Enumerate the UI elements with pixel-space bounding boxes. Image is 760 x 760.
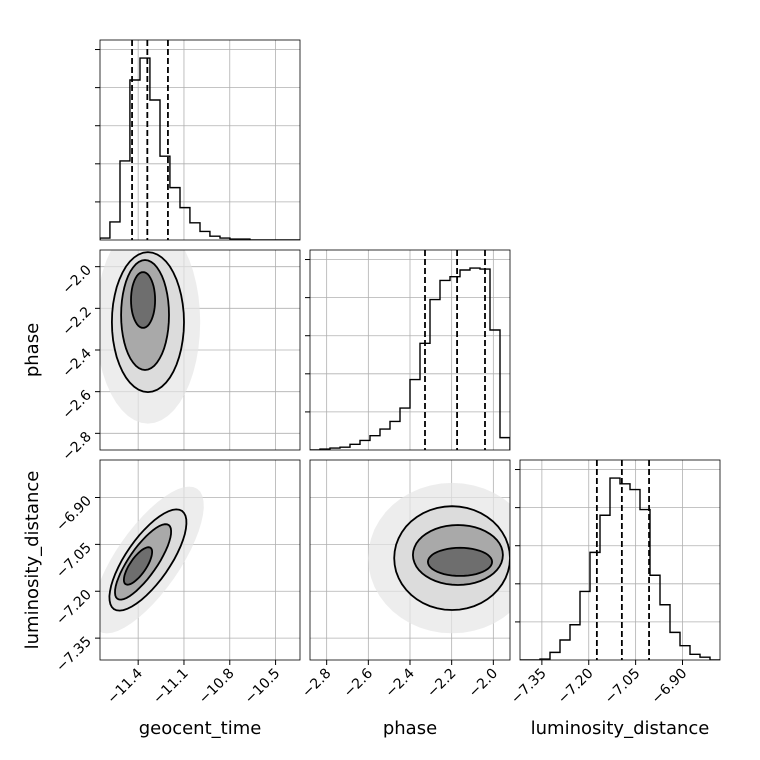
contour (123, 546, 153, 586)
contour (426, 546, 494, 577)
y-tick-label: −7.20 (53, 587, 95, 629)
contour (130, 271, 157, 329)
contour (393, 505, 510, 611)
y-tick-label: −2.4 (59, 345, 94, 380)
density (131, 272, 156, 328)
y-tick-label: −7.05 (53, 540, 95, 582)
x-axis-label: geocent_time (139, 718, 262, 739)
panel-frame (99, 39, 301, 241)
y-tick-label: −7.35 (53, 634, 95, 676)
x-tick-label: −2.6 (341, 665, 376, 700)
contour (108, 508, 188, 612)
x-tick-label: −7.05 (602, 666, 644, 708)
contour (120, 259, 170, 371)
panel-frame (309, 249, 511, 451)
y-axis-label: luminosity_distance (22, 471, 43, 650)
x-tick-label: −2.8 (299, 666, 334, 701)
histogram (310, 267, 510, 450)
x-tick-label: −11.1 (150, 666, 192, 708)
y-tick-label: −2.8 (59, 429, 94, 464)
contour (110, 251, 185, 394)
y-tick-label: −2.2 (59, 304, 94, 339)
y-axis-label: phase (22, 323, 43, 377)
y-tick-label: −6.90 (53, 493, 95, 535)
x-tick-label: −6.90 (649, 666, 691, 708)
x-tick-label: −11.4 (104, 665, 146, 707)
panel-frame (309, 459, 511, 661)
histogram (520, 477, 720, 660)
x-tick-label: −2.2 (424, 666, 459, 701)
x-tick-label: −10.5 (242, 666, 284, 708)
x-tick-label: −2.4 (382, 665, 417, 700)
x-axis-label: phase (383, 718, 437, 739)
x-tick-label: −10.8 (196, 666, 238, 708)
panel-frame (99, 249, 301, 451)
histogram (100, 57, 300, 240)
x-axis-label: luminosity_distance (531, 718, 710, 739)
x-tick-label: −7.35 (508, 666, 550, 708)
contour (114, 523, 173, 601)
y-tick-label: −2.6 (59, 387, 94, 422)
density (123, 547, 153, 585)
y-tick-label: −2.0 (59, 262, 94, 297)
panel-frame (519, 459, 721, 661)
panel-frame (99, 459, 301, 661)
x-tick-label: −2.0 (466, 666, 501, 701)
x-tick-label: −7.20 (555, 666, 597, 708)
density (427, 547, 493, 576)
contour (411, 524, 504, 586)
